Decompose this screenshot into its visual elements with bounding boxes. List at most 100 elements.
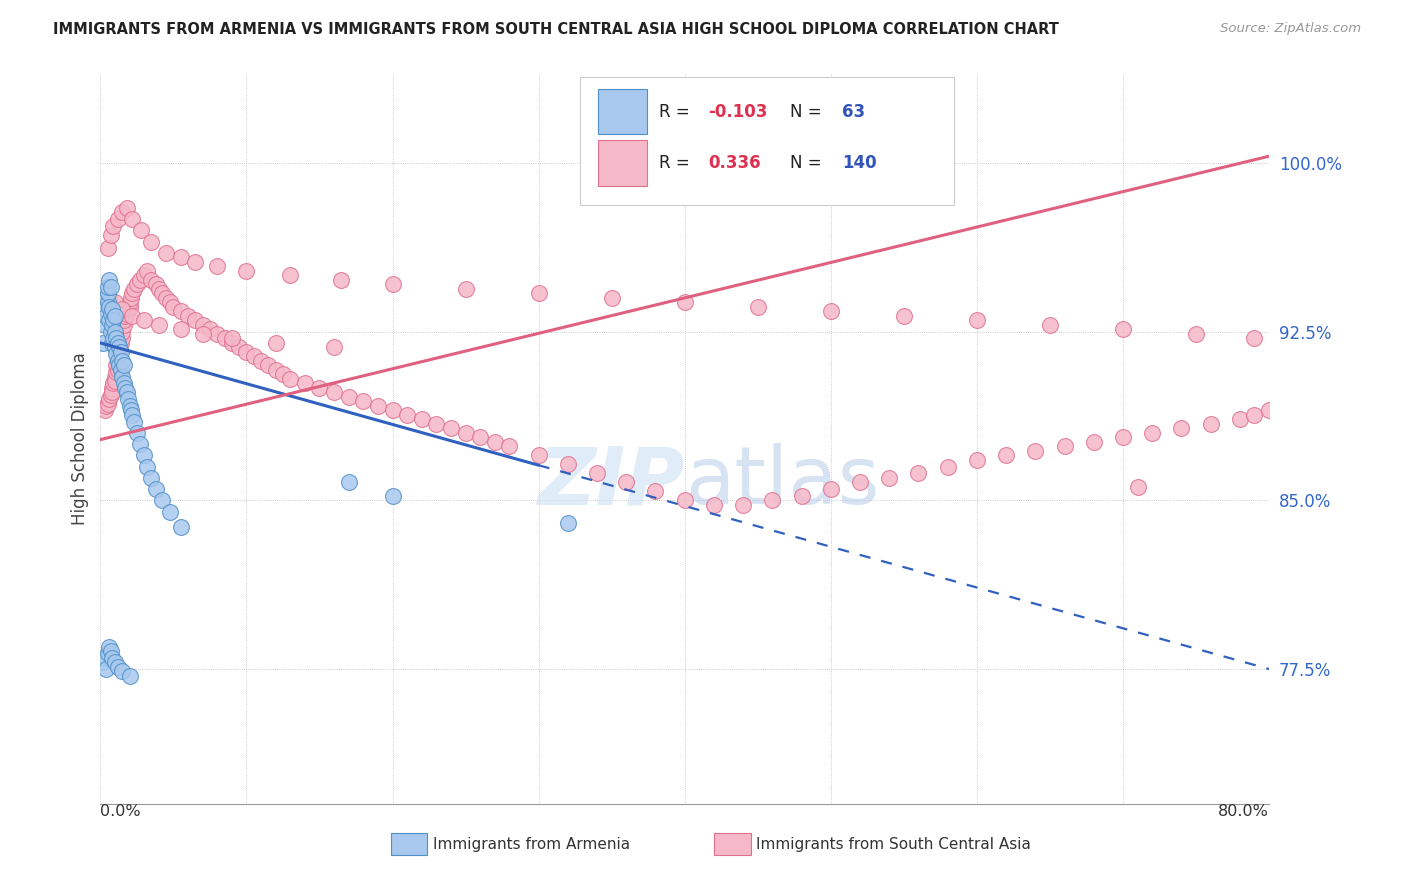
Point <box>112 359 135 373</box>
FancyBboxPatch shape <box>598 89 647 135</box>
Point <box>112 376 135 391</box>
Point <box>103 219 125 233</box>
Point <box>170 304 193 318</box>
Point <box>115 201 138 215</box>
Point <box>129 223 152 237</box>
Point <box>1039 318 1062 332</box>
Point <box>122 282 145 296</box>
Point <box>111 665 134 679</box>
Point <box>97 286 120 301</box>
Point <box>205 326 228 341</box>
Point <box>411 412 433 426</box>
Point <box>117 392 139 406</box>
Point <box>614 475 637 490</box>
Point <box>498 439 520 453</box>
Point <box>104 656 127 670</box>
Point <box>150 286 173 301</box>
Point <box>98 392 121 406</box>
Point <box>264 363 287 377</box>
Point <box>114 381 136 395</box>
Point <box>134 268 156 283</box>
Point <box>198 322 221 336</box>
Point <box>107 363 129 377</box>
Point <box>108 340 131 354</box>
Text: 0.0%: 0.0% <box>100 804 141 819</box>
Point <box>367 399 389 413</box>
Point <box>257 359 280 373</box>
Point <box>673 493 696 508</box>
Point <box>98 313 121 327</box>
Point <box>107 660 129 674</box>
Text: N =: N = <box>790 103 827 120</box>
Point <box>454 425 477 440</box>
Point <box>100 307 122 321</box>
Point <box>101 318 124 332</box>
Point <box>103 376 125 391</box>
Point <box>115 385 138 400</box>
Point <box>121 212 143 227</box>
Point <box>264 335 287 350</box>
Point <box>111 205 134 219</box>
Point <box>644 484 666 499</box>
Point <box>381 403 404 417</box>
Point <box>294 376 316 391</box>
Point <box>111 302 134 317</box>
Point <box>308 381 330 395</box>
FancyBboxPatch shape <box>598 140 647 186</box>
Point <box>170 520 193 534</box>
Point <box>121 309 143 323</box>
Point <box>250 354 273 368</box>
Point <box>103 331 125 345</box>
Point <box>425 417 447 431</box>
Text: Immigrants from Armenia: Immigrants from Armenia <box>433 837 630 852</box>
Text: 80.0%: 80.0% <box>1218 804 1270 819</box>
Point <box>128 437 150 451</box>
Point <box>93 403 115 417</box>
Point <box>586 467 609 481</box>
Point <box>228 340 250 354</box>
Text: -0.103: -0.103 <box>709 103 768 120</box>
Point <box>877 471 900 485</box>
Point <box>120 403 142 417</box>
Point <box>484 434 506 449</box>
Point <box>761 493 783 508</box>
Point <box>105 347 128 361</box>
Point <box>141 471 163 485</box>
Point <box>271 368 294 382</box>
Point <box>103 313 125 327</box>
Point <box>100 227 122 242</box>
Point <box>966 313 988 327</box>
Point <box>118 399 141 413</box>
Point <box>1112 430 1135 444</box>
Point <box>184 255 207 269</box>
Text: R =: R = <box>659 103 695 120</box>
Point <box>170 251 193 265</box>
Point <box>141 273 163 287</box>
Point <box>790 489 813 503</box>
Point <box>100 644 122 658</box>
Point <box>214 331 236 345</box>
Point <box>97 295 120 310</box>
Point <box>110 335 132 350</box>
Point <box>337 390 360 404</box>
Point <box>110 345 132 359</box>
Y-axis label: High School Diploma: High School Diploma <box>72 352 89 524</box>
Point <box>337 475 360 490</box>
Point <box>111 354 134 368</box>
Point <box>235 345 257 359</box>
Point <box>108 347 131 361</box>
Point <box>323 340 346 354</box>
Point <box>104 374 127 388</box>
Point <box>101 302 124 317</box>
Point <box>1199 417 1222 431</box>
Point <box>118 300 141 314</box>
Point <box>107 354 129 368</box>
Point <box>101 650 124 665</box>
Point <box>115 307 138 321</box>
Point <box>1229 412 1251 426</box>
Point <box>893 309 915 323</box>
Point <box>1112 322 1135 336</box>
Point <box>440 421 463 435</box>
Point <box>117 302 139 317</box>
Point <box>136 459 159 474</box>
